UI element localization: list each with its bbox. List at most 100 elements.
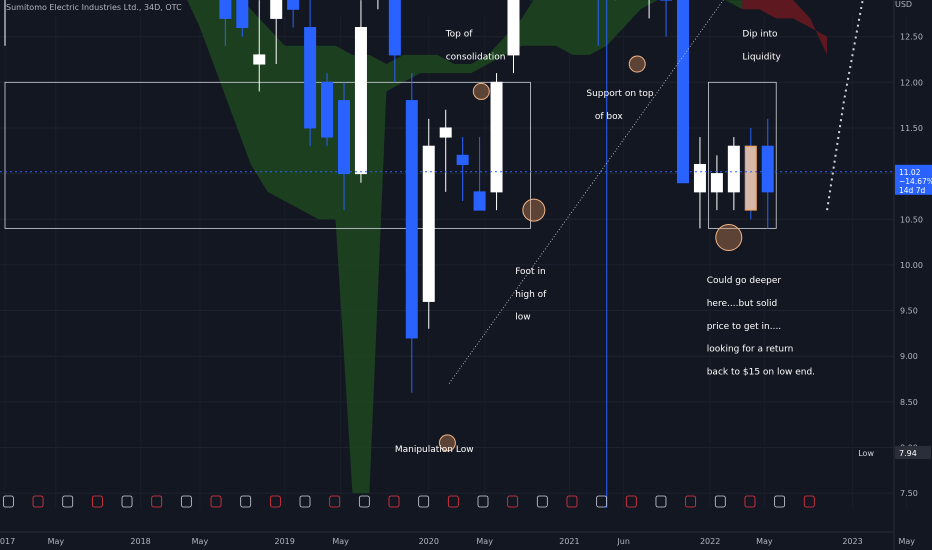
- x-tick-label: 2018: [130, 537, 150, 546]
- candle-body: [287, 0, 300, 10]
- box2-outline: [708, 81, 777, 229]
- price-axis: 7.508.008.509.009.5010.0010.5011.0011.50…: [858, 33, 932, 498]
- event-marker: [329, 495, 341, 508]
- event-marker: [62, 495, 74, 508]
- event-marker: [447, 495, 459, 508]
- trendline: [448, 0, 724, 384]
- currency-label: USD: [895, 0, 913, 9]
- y-tick-label: 11.50: [900, 124, 923, 133]
- x-tick-label: 2023: [842, 537, 862, 546]
- x-tick-label: May: [332, 537, 349, 546]
- annotation: of box: [595, 112, 623, 122]
- annotation: high of: [515, 290, 547, 300]
- y-tick-label: 9.00: [900, 352, 918, 361]
- event-marker: [121, 495, 133, 508]
- annotation: low: [515, 313, 530, 323]
- event-marker: [596, 495, 608, 508]
- event-marker: [625, 495, 637, 508]
- cloud-bull: [187, 0, 743, 494]
- consolidation-box: [4, 0, 777, 508]
- candle-body: [422, 145, 435, 302]
- event-marker: [744, 495, 756, 508]
- event-marker: [566, 495, 578, 508]
- event-marker: [2, 495, 14, 508]
- low-badge-label: Low: [858, 449, 874, 458]
- y-tick-label: 7.50: [900, 489, 918, 498]
- annotation: consolidation: [446, 52, 506, 62]
- x-tick-label: 2020: [419, 537, 439, 546]
- y-tick-label: 10.50: [900, 215, 923, 224]
- x-tick-label: May: [192, 537, 209, 546]
- candle-body: [253, 54, 266, 65]
- x-tick-label: 2021: [559, 537, 579, 546]
- highlight-candle: [744, 145, 757, 211]
- annotation: looking for a return: [707, 345, 794, 355]
- x-tick-label: 2017: [0, 537, 15, 546]
- event-marker: [32, 495, 44, 508]
- event-marker: [210, 495, 222, 508]
- box-outline: [4, 81, 531, 229]
- candle-body: [219, 0, 232, 19]
- candles: [4, 0, 774, 393]
- annotation: price to get in....: [707, 322, 781, 332]
- event-marker: [180, 495, 192, 508]
- event-marker: [714, 495, 726, 508]
- y-tick-label: 10.00: [900, 261, 923, 270]
- candle-body: [677, 0, 689, 184]
- highlight-circle: [438, 434, 456, 452]
- annotations: SMTOYby iCantw84it11/6/2234 Day ChartYou…: [0, 0, 894, 508]
- x-tick-label: 2022: [700, 537, 720, 546]
- event-marker: [358, 495, 370, 508]
- x-tick-label: Jun: [616, 537, 630, 546]
- annotation: here....but solid: [707, 299, 777, 309]
- event-marker: [685, 495, 697, 508]
- event-marker: [803, 495, 815, 508]
- candle-body: [693, 163, 706, 193]
- event-marker: [299, 495, 311, 508]
- candle-body: [439, 127, 452, 138]
- candle-body: [473, 191, 486, 211]
- annotation: Support on top: [586, 89, 654, 99]
- event-marker: [507, 495, 519, 508]
- y-tick-label: 9.50: [900, 307, 918, 316]
- candle-body: [236, 0, 249, 29]
- candle-body: [727, 145, 740, 193]
- candle-body: [507, 0, 520, 56]
- annotation: Top of: [445, 30, 474, 40]
- candle-body: [354, 27, 367, 175]
- x-tick-label: May: [476, 537, 493, 546]
- highlight-circle: [628, 55, 646, 73]
- event-marker: [536, 495, 548, 508]
- event-marker: [774, 495, 786, 508]
- candle-body: [405, 100, 418, 339]
- symbol-header: Sumitomo Electric Industries Ltd., 34D, …: [6, 3, 182, 12]
- event-marker: [388, 495, 400, 508]
- candle-body: [270, 0, 283, 19]
- annotation: Could go deeper: [707, 276, 782, 286]
- annotation: Manipulation Low: [395, 445, 474, 455]
- cloud-bear: [742, 0, 828, 55]
- last-price-text: 11.02: [899, 168, 921, 177]
- y-tick-label: 8.50: [900, 398, 918, 407]
- highlight-circle: [715, 224, 743, 252]
- y-tick-label: 12.00: [900, 78, 923, 87]
- last-price-text: 14d 7d: [899, 186, 925, 195]
- event-marker: [240, 495, 252, 508]
- highlight-circle: [522, 198, 546, 222]
- x-tick-label: May: [756, 537, 773, 546]
- event-marker: [269, 495, 281, 508]
- candle-body: [456, 154, 469, 165]
- event-marker: [655, 495, 667, 508]
- low-badge-box: [895, 445, 931, 459]
- candle-body: [304, 27, 317, 129]
- candle-body: [338, 100, 350, 175]
- x-tick-label: May: [898, 537, 915, 546]
- x-tick-label: May: [48, 537, 65, 546]
- y-tick-label: 12.50: [900, 33, 923, 42]
- annotation: Dip into: [742, 30, 778, 40]
- candle-body: [710, 173, 723, 193]
- low-badge-value: 7.94: [899, 449, 917, 458]
- candle-body: [490, 81, 503, 193]
- highlight-circle: [472, 82, 490, 100]
